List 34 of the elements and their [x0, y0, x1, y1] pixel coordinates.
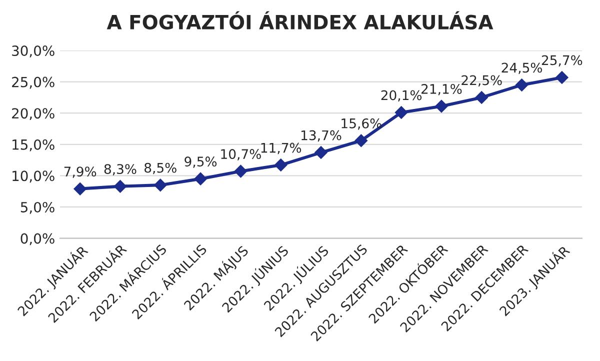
data-label: 7,9%: [64, 166, 96, 178]
y-tick-label: 25,0%: [12, 76, 54, 89]
point: [74, 182, 86, 196]
data-label: 15,6%: [342, 118, 382, 130]
point: [354, 134, 368, 148]
point: [194, 172, 207, 186]
point: [556, 71, 568, 84]
data-label: 25,7%: [542, 55, 582, 67]
data-label: 9,5%: [184, 156, 217, 168]
point: [515, 78, 528, 92]
data-label: 24,5%: [502, 62, 542, 74]
point: [394, 106, 408, 119]
y-tick-label: 5,0%: [20, 202, 54, 214]
data-label: 8,5%: [144, 162, 176, 174]
point: [114, 180, 127, 193]
data-label: 13,7%: [301, 130, 342, 142]
point: [475, 91, 488, 104]
data-label: 10,7%: [221, 149, 261, 160]
data-label: 20,1%: [381, 90, 422, 102]
data-label: 21,1%: [421, 84, 462, 96]
y-tick-label: 0,0%: [20, 233, 54, 246]
y-tick-label: 10,0%: [12, 170, 54, 183]
chart-title: A FOGYAZTÓI ÁRINDEX ALAKULÁSA: [106, 11, 494, 30]
y-tick-label: 20,0%: [12, 108, 54, 120]
point: [234, 164, 248, 178]
y-tick-label: 15,0%: [12, 139, 54, 152]
y-tick-label: 30,0%: [12, 46, 54, 58]
data-label: 11,7%: [261, 142, 302, 154]
point: [435, 100, 448, 113]
point: [314, 146, 328, 159]
data-label: 8,3%: [104, 164, 136, 176]
point: [154, 178, 167, 192]
point: [274, 158, 288, 172]
data-label: 22,5%: [462, 75, 502, 87]
